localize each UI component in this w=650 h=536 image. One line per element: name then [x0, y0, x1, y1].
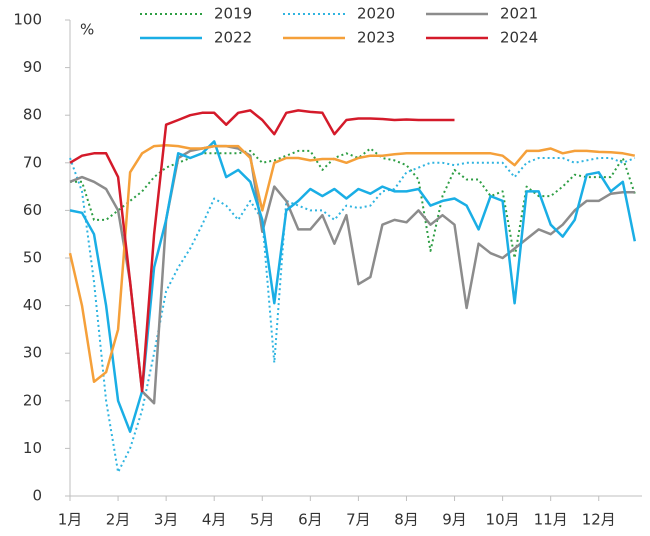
x-tick-label: 2月 [106, 511, 131, 529]
x-tick-label: 6月 [298, 511, 323, 529]
legend-label: 2019 [214, 5, 252, 23]
legend-label: 2021 [500, 5, 538, 23]
y-tick-label: 60 [23, 201, 42, 219]
y-tick-label: 20 [23, 391, 42, 409]
legend-label: 2020 [357, 5, 395, 23]
y-unit-label: % [80, 21, 94, 39]
legend-label: 2023 [357, 29, 395, 47]
y-tick-label: 90 [23, 58, 42, 76]
x-tick-label: 7月 [346, 511, 371, 529]
legend-label: 2022 [214, 29, 252, 47]
line-2019 [70, 147, 636, 259]
x-tick-label: 1月 [58, 511, 83, 529]
y-tick-label: 40 [23, 296, 42, 314]
x-tick-label: 9月 [442, 511, 467, 529]
x-tick-label: 3月 [154, 511, 179, 529]
legend-label: 2024 [500, 29, 538, 47]
line-2024 [69, 109, 455, 393]
y-tick-label: 10 [23, 439, 42, 457]
line-2020 [69, 157, 636, 474]
y-tick-label: 70 [23, 153, 42, 171]
y-tick-label: 30 [23, 344, 42, 362]
line-2021 [69, 144, 635, 405]
line-2022 [69, 140, 637, 433]
x-tick-label: 5月 [250, 511, 275, 529]
y-tick-label: 100 [13, 11, 42, 29]
y-tick-label: 0 [32, 487, 42, 505]
y-tick-label: 50 [23, 249, 42, 267]
x-tick-label: 12月 [582, 511, 616, 529]
x-tick-label: 8月 [394, 511, 419, 529]
x-tick-label: 11月 [534, 511, 568, 529]
x-tick-label: 4月 [202, 511, 227, 529]
x-tick-label: 10月 [486, 511, 520, 529]
y-tick-label: 80 [23, 106, 42, 124]
